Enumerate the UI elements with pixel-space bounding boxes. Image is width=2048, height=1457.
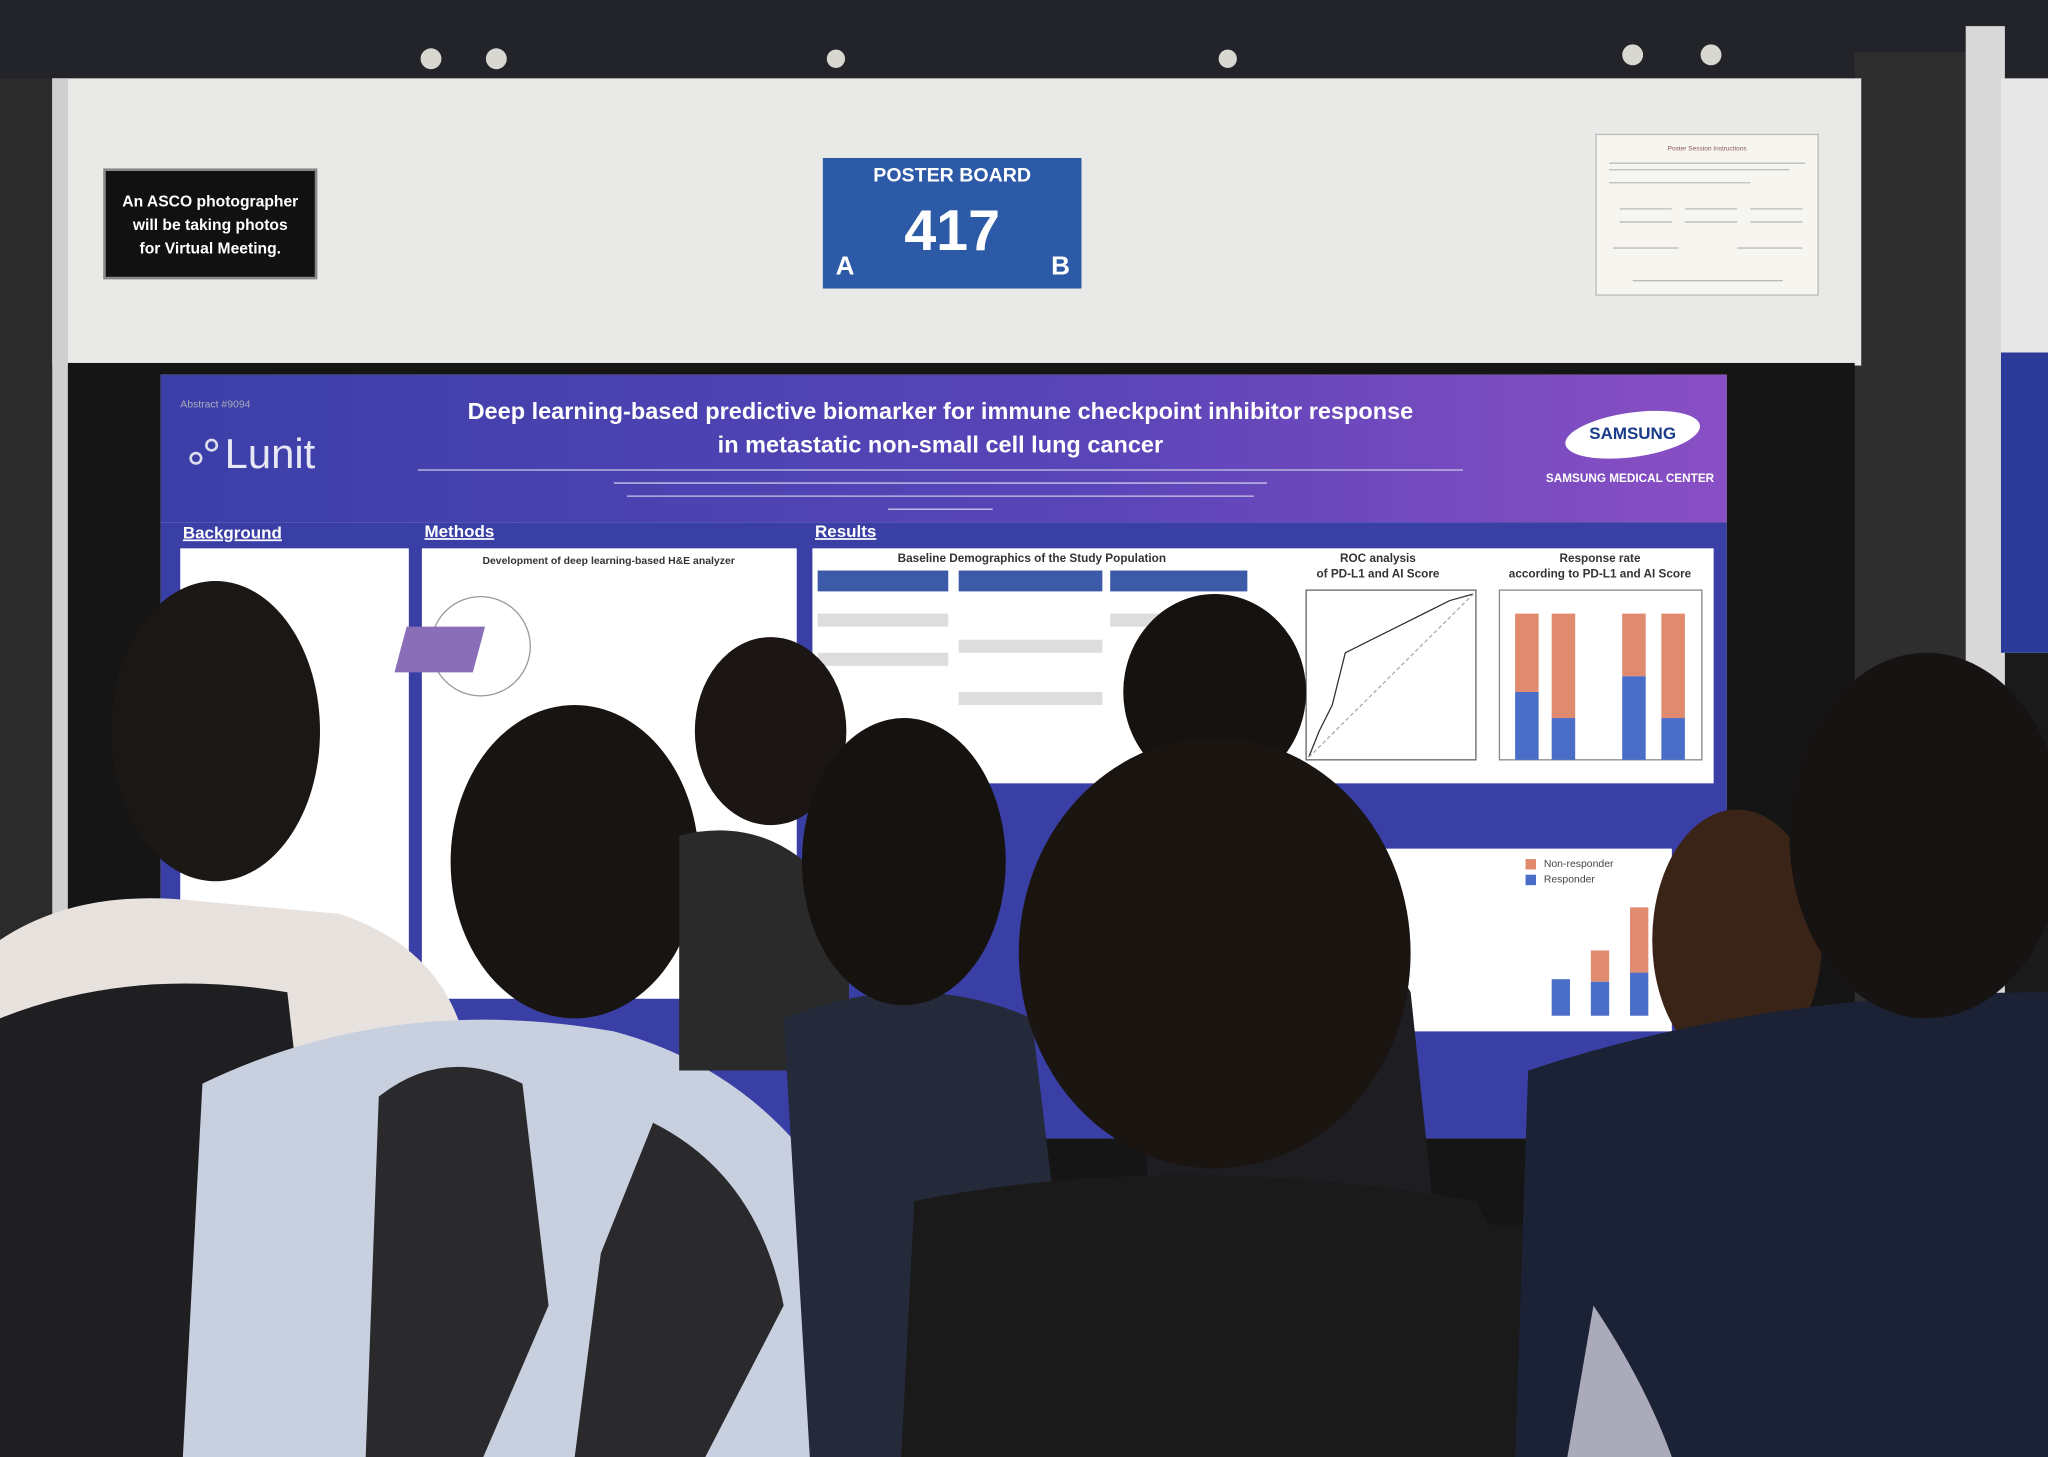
- response-chart-box: [1498, 589, 1703, 761]
- board-side: B: [1051, 251, 1070, 281]
- legend-swatch: [1525, 874, 1536, 886]
- lower-bars: [1551, 907, 1649, 1016]
- ceiling: [0, 0, 2048, 92]
- table-header: [817, 570, 949, 592]
- poster-title: Deep learning-based predictive biomarker…: [468, 398, 1414, 424]
- panel-title: Development of deep learning-based H&E a…: [482, 556, 734, 567]
- abstract-number: Abstract #9094: [180, 399, 250, 410]
- ceiling-lights: [420, 44, 1722, 70]
- crowd: [0, 580, 2048, 1457]
- section-heading: Background: [183, 523, 282, 542]
- table-header: [1110, 570, 1248, 592]
- panel-title: Response rate: [1559, 552, 1640, 565]
- poster-title: in metastatic non-small cell lung cancer: [718, 432, 1163, 458]
- roc-diagonal: [1308, 593, 1474, 758]
- legend-swatch: [1525, 859, 1536, 870]
- samsung-oval: [1565, 410, 1700, 459]
- poster-header: [160, 374, 1727, 523]
- board-number-sign: [822, 157, 1082, 289]
- panel-title: ROC analysis: [1340, 552, 1416, 565]
- panel-title: of PD-L1 and AI Score: [1316, 568, 1439, 581]
- instructions-sheet: [1595, 133, 1819, 296]
- section-heading: Methods: [424, 522, 494, 541]
- response-bars: [1515, 613, 1685, 760]
- samsung-logo: SAMSUNG: [1589, 424, 1676, 443]
- lunit-icon: [189, 451, 203, 465]
- panel-title: according to PD-L1 and AI Score: [1509, 568, 1692, 581]
- legend-label: Responder: [1544, 875, 1596, 886]
- sign-text: for Virtual Meeting.: [140, 241, 282, 258]
- frame: [52, 78, 68, 993]
- side-panel: [0, 78, 59, 993]
- samsung-sub: SAMSUNG MEDICAL CENTER: [1546, 472, 1715, 485]
- legend-label: Non-responder: [1544, 859, 1614, 870]
- board-number: 417: [904, 199, 1000, 263]
- lunit-icon: [205, 438, 219, 452]
- roc-axes: [1305, 589, 1477, 761]
- neighbor-poster: [2000, 352, 2048, 653]
- panel-title: Baseline Demographics of the Study Popul…: [898, 552, 1166, 565]
- instructions-title: Poster Session Instructions: [1668, 146, 1748, 153]
- sign-text: An ASCO photographer: [122, 194, 298, 211]
- board-label: POSTER BOARD: [873, 164, 1031, 186]
- lunit-logo: Lunit: [225, 430, 316, 477]
- table-rows: [817, 613, 1241, 705]
- section-heading: Results: [815, 522, 876, 541]
- sign-text: will be taking photos: [132, 217, 288, 234]
- photo-sign: [103, 168, 318, 280]
- table-header: [958, 570, 1103, 592]
- board-side: A: [836, 251, 855, 281]
- author-lines: [417, 469, 1463, 510]
- slide-image: [394, 626, 486, 673]
- roc-curve: [1308, 593, 1474, 758]
- instruction-lines: [1609, 162, 1806, 282]
